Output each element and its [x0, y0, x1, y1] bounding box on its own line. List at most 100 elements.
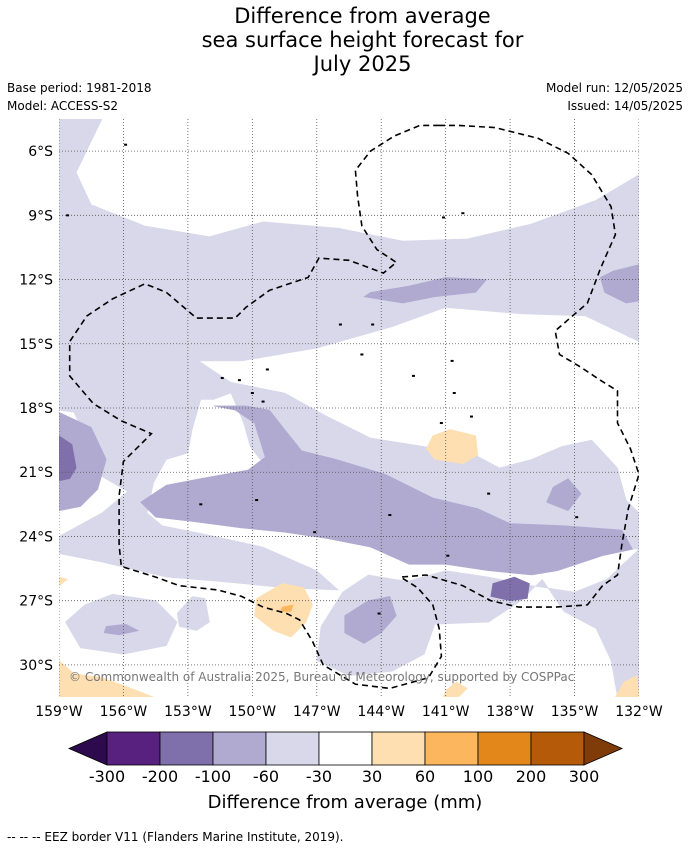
colorbar-swatch-n60_30	[265, 731, 320, 766]
x-tick-label-2: 153°W	[164, 704, 212, 720]
y-tick-label-7: 27°S	[19, 594, 53, 610]
copyright-text: © Commonwealth of Australia 2025, Bureau…	[69, 670, 574, 684]
island-17	[575, 516, 579, 519]
x-tick-label-8: 135°W	[551, 704, 599, 720]
anomaly-region-p30_60-15	[615, 675, 639, 697]
y-tick-label-3: 15°S	[19, 337, 53, 353]
gridlines	[59, 119, 639, 697]
colorbar-tick-label-2: -100	[195, 767, 231, 786]
anomaly-region-n100_60-6	[363, 277, 488, 304]
eez-borders	[68, 124, 639, 690]
title-line-1: Difference from average	[234, 4, 491, 28]
colorbar-label: Difference from average (mm)	[207, 792, 483, 813]
anomaly-region-p30_60-14	[59, 660, 154, 697]
island-12	[442, 216, 446, 219]
model-name: Model: ACCESS-S2	[7, 99, 119, 113]
title-line-3: July 2025	[313, 52, 412, 76]
island-8	[220, 377, 224, 380]
anomaly-region-n60_30-2	[176, 596, 210, 631]
meta-right: Model run: 12/05/2025 Issued: 14/05/2025	[546, 79, 683, 115]
island-20	[255, 499, 259, 502]
anomaly-region-p30_60-12	[425, 429, 479, 465]
colorbar-extend-high	[583, 731, 624, 766]
island-5	[265, 368, 269, 371]
island-10	[411, 374, 415, 377]
island-2	[371, 323, 375, 326]
island-19	[199, 503, 203, 506]
island-3	[338, 323, 342, 326]
colorbar-tick-label-6: 60	[415, 767, 435, 786]
eez-border-line-0	[68, 124, 639, 690]
colorbar-tick-label-9: 300	[569, 767, 600, 786]
x-tick-label-7: 138°W	[486, 704, 534, 720]
x-tick-label-6: 141°W	[422, 704, 470, 720]
anomaly-regions	[59, 119, 639, 697]
island-7	[261, 400, 265, 403]
island-15	[452, 392, 456, 395]
x-tick-label-3: 150°W	[229, 704, 277, 720]
colorbar-extend-low	[67, 731, 108, 766]
anomaly-region-n60_30-1	[65, 593, 178, 655]
y-tick-label-5: 21°S	[19, 465, 53, 481]
colorbar-tick-label-5: 30	[362, 767, 382, 786]
colorbar-swatch-n300_200	[106, 731, 161, 766]
island-23	[313, 531, 317, 534]
island-11	[450, 359, 454, 362]
anomaly-region-p30_60-17	[443, 681, 468, 697]
island-18	[377, 612, 381, 615]
anomaly-region-n100_60-4	[140, 405, 634, 576]
colorbar-tick-label-1: -200	[142, 767, 178, 786]
colorbar-swatch-n100_60	[212, 731, 267, 766]
colorbar-swatch-n30_30	[318, 731, 373, 766]
issued-date: Issued: 14/05/2025	[567, 99, 683, 113]
anomaly-region-n100_60-3	[59, 411, 107, 512]
x-tick-label-4: 147°W	[293, 704, 341, 720]
island-9	[237, 379, 241, 382]
meta-left: Base period: 1981-2018 Model: ACCESS-S2	[7, 79, 152, 115]
island-13	[461, 212, 465, 215]
anomaly-region-n60_30-0	[59, 119, 639, 697]
colorbar-swatch-p30_60	[371, 731, 426, 766]
anomaly-region-n100_60-9	[103, 623, 140, 636]
colorbar-tick-label-3: -60	[253, 767, 279, 786]
colorbar-tick-label-4: -30	[306, 767, 332, 786]
island-22	[446, 554, 450, 557]
y-tick-label-1: 9°S	[28, 208, 53, 224]
island-1	[66, 214, 70, 217]
x-tick-labels: 159°W 156°W 153°W 150°W 147°W 144°W 141°W 138°W…	[35, 704, 663, 720]
colorbar-tick-label-0: -300	[89, 767, 125, 786]
eez-footnote: -- -- -- EEZ border V11 (Flanders Marine…	[7, 830, 344, 844]
colorbar: -300 -200 -100 -60 -30 30 60 100 200 300	[67, 731, 624, 786]
island-16	[469, 415, 473, 418]
x-tick-label-1: 156°W	[100, 704, 148, 720]
anomaly-region-p60_100-18	[279, 604, 294, 612]
y-tick-label-4: 18°S	[19, 401, 53, 417]
colorbar-swatch-p200_300	[530, 731, 585, 766]
y-tick-label-6: 24°S	[19, 529, 53, 545]
y-tick-label-0: 6°S	[28, 144, 53, 160]
model-run: Model run: 12/05/2025	[545, 81, 683, 95]
x-tick-label-9: 132°W	[615, 704, 663, 720]
colorbar-tick-label-7: 100	[463, 767, 494, 786]
x-tick-label-5: 144°W	[357, 704, 405, 720]
island-0	[124, 143, 128, 146]
colorbar-swatch-n200_100	[159, 731, 214, 766]
island-4	[360, 353, 364, 356]
colorbar-swatch-p60_100	[424, 731, 479, 766]
x-tick-label-0: 159°W	[35, 704, 83, 720]
y-tick-labels: 6°S 9°S 12°S 15°S 18°S 21°S 24°S 27°S 30°S	[19, 144, 53, 674]
anomaly-region-n200_100-11	[490, 576, 530, 602]
island-21	[487, 492, 491, 495]
anomaly-region-n100_60-8	[344, 596, 397, 644]
island-6	[250, 392, 254, 395]
anomaly-region-n100_60-7	[599, 264, 639, 304]
title-line-2: sea surface height forecast for	[201, 28, 524, 52]
colorbar-tick-label-8: 200	[516, 767, 547, 786]
colorbar-swatch-p100_200	[477, 731, 532, 766]
chart-title: Difference from average sea surface heig…	[0, 4, 690, 76]
y-tick-label-2: 12°S	[19, 273, 53, 289]
anomaly-region-n200_100-10	[59, 435, 77, 482]
islands	[66, 143, 579, 615]
anomaly-region-p30_60-16	[59, 576, 69, 587]
